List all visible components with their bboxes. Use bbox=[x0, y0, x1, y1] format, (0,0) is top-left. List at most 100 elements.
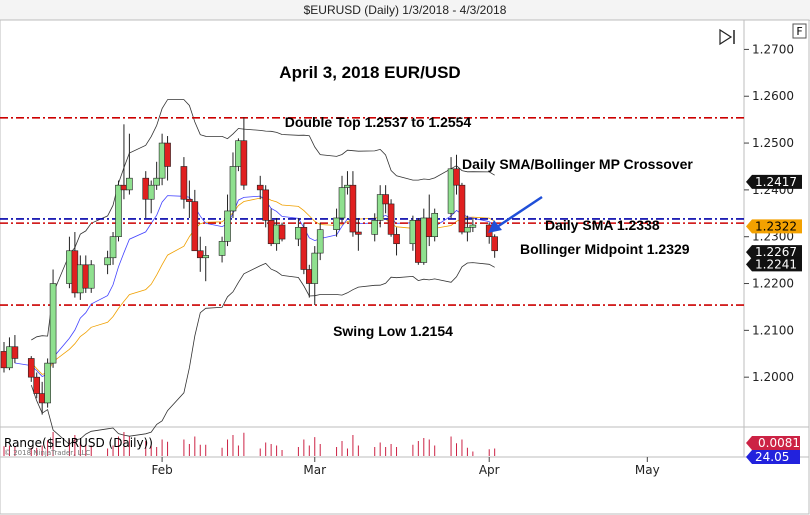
x-axis-ticks: Feb Mar Apr May bbox=[151, 457, 660, 477]
price-tag-bg bbox=[746, 257, 802, 272]
candle-body bbox=[44, 362, 51, 404]
candle-body bbox=[447, 168, 455, 214]
candle bbox=[180, 157, 188, 209]
y-tick-label: 1.2100 bbox=[752, 323, 794, 337]
candle bbox=[218, 236, 226, 263]
candle-body bbox=[224, 210, 231, 242]
candle-body bbox=[218, 241, 226, 256]
candle-body bbox=[415, 220, 422, 263]
candle-body bbox=[6, 346, 13, 369]
candle-body bbox=[27, 358, 35, 378]
candle bbox=[44, 358, 51, 408]
candle bbox=[11, 335, 19, 364]
candle bbox=[376, 185, 384, 228]
candle bbox=[153, 161, 160, 190]
candle-body bbox=[311, 252, 319, 284]
price-tag: 1.2267 bbox=[746, 245, 802, 260]
candle-body bbox=[120, 184, 128, 191]
candle-body bbox=[333, 217, 340, 230]
candle-body bbox=[33, 376, 41, 394]
candle-body bbox=[355, 231, 362, 235]
candle bbox=[333, 208, 340, 237]
indicator-tag-secondary-label: 24.05 bbox=[755, 450, 789, 464]
price-tag-bg bbox=[746, 174, 802, 189]
candle bbox=[338, 175, 346, 223]
y-tick-label: 1.2000 bbox=[752, 370, 794, 384]
candle bbox=[311, 246, 319, 306]
candle bbox=[262, 185, 269, 228]
candle bbox=[235, 138, 242, 172]
candle bbox=[447, 157, 455, 218]
candle-body bbox=[115, 184, 122, 238]
candle-body bbox=[431, 212, 438, 238]
candle bbox=[240, 117, 248, 190]
candle-body bbox=[164, 142, 171, 167]
double-top-label: Double Top 1.2537 to 1.2554 bbox=[285, 114, 472, 130]
candle bbox=[229, 152, 237, 218]
x-tick-label: May bbox=[635, 463, 660, 477]
candle bbox=[300, 222, 308, 275]
candle bbox=[109, 232, 117, 265]
candle-body bbox=[469, 224, 477, 228]
candle-body bbox=[66, 250, 73, 284]
indicator-tag-range: 0.0081 bbox=[746, 436, 800, 450]
candle bbox=[33, 372, 41, 399]
price-tag: 1.2322 bbox=[746, 219, 802, 234]
candle-body bbox=[126, 177, 133, 191]
candle bbox=[87, 260, 95, 293]
candle-body bbox=[38, 393, 46, 404]
y-tick-label: 1.2500 bbox=[752, 136, 794, 150]
candle bbox=[415, 217, 422, 265]
f-button[interactable]: F bbox=[792, 23, 807, 39]
price-tag: 1.2241 bbox=[746, 257, 802, 272]
candle bbox=[382, 185, 389, 214]
candle bbox=[491, 234, 498, 258]
candle-body bbox=[338, 187, 346, 219]
bollinger-midpoint-label: Bollinger Midpoint 1.2329 bbox=[520, 241, 690, 257]
candle-body bbox=[147, 184, 155, 200]
candle-body bbox=[240, 140, 248, 186]
candle bbox=[49, 269, 57, 368]
range-bars bbox=[3, 432, 496, 456]
lower-band-line bbox=[30, 262, 495, 445]
price-tag-label: 1.2322 bbox=[755, 219, 797, 233]
candle-body bbox=[382, 194, 389, 205]
indicator-title: Range($EURUSD (Daily)) bbox=[4, 436, 153, 450]
candle-body bbox=[349, 184, 357, 233]
candle bbox=[458, 182, 466, 235]
time-axis bbox=[0, 456, 810, 515]
candle-body bbox=[235, 140, 242, 167]
copyright: © 2018 NinjaTrader, LLC bbox=[4, 449, 90, 457]
candle-body bbox=[196, 250, 204, 259]
candle-body bbox=[491, 236, 498, 252]
candle bbox=[464, 215, 471, 242]
candle-body bbox=[142, 177, 150, 200]
candle-body bbox=[256, 184, 264, 191]
candle bbox=[278, 222, 286, 242]
candle bbox=[202, 246, 210, 282]
candle-body bbox=[420, 217, 428, 263]
candle bbox=[371, 213, 379, 242]
candle bbox=[420, 208, 428, 265]
candle bbox=[224, 194, 231, 247]
candle bbox=[104, 250, 111, 275]
candle bbox=[164, 136, 171, 181]
candle-body bbox=[158, 142, 166, 179]
candle-body bbox=[104, 257, 111, 266]
candle bbox=[393, 227, 400, 256]
candle-body bbox=[393, 234, 400, 245]
y-tick-label: 1.2600 bbox=[752, 89, 794, 103]
price-tag-label: 1.2267 bbox=[755, 245, 797, 259]
scroll-to-end-icon[interactable] bbox=[719, 28, 735, 46]
candle-body bbox=[49, 283, 57, 364]
x-tick-label: Mar bbox=[303, 463, 326, 477]
candle-body bbox=[344, 184, 351, 188]
upper-band-line bbox=[31, 99, 495, 341]
x-tick-label: Apr bbox=[479, 463, 500, 477]
candle-body bbox=[71, 250, 79, 294]
price-tag: 1.2417 bbox=[746, 174, 802, 189]
candle-body bbox=[376, 194, 384, 221]
candle-body bbox=[153, 177, 160, 186]
